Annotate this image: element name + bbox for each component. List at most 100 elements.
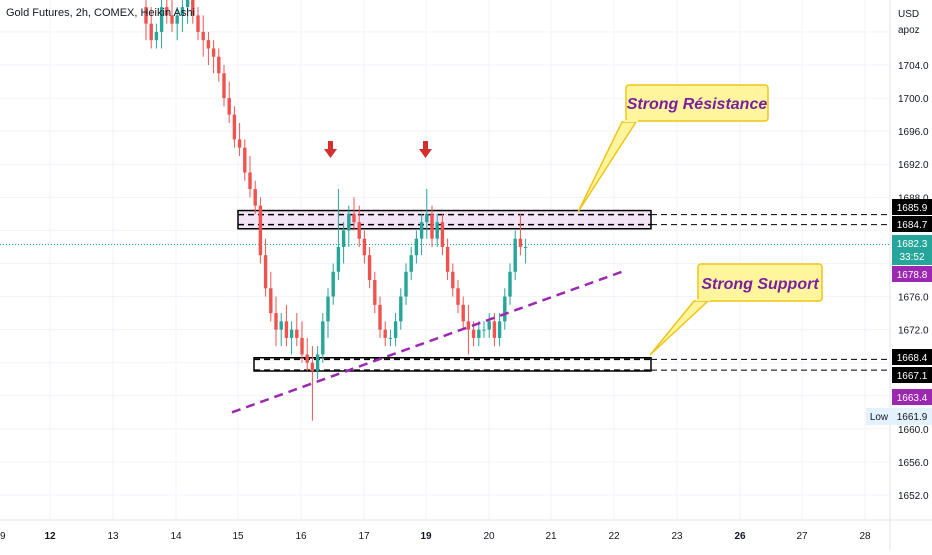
candle	[373, 271, 377, 314]
candle	[466, 304, 471, 355]
time-tick-label: 16	[295, 531, 307, 542]
candle	[414, 230, 419, 264]
candle	[451, 263, 455, 297]
candle	[513, 230, 517, 281]
candle	[331, 263, 335, 305]
candle	[232, 106, 237, 148]
time-tick-label: 22	[608, 531, 620, 542]
low-tag-text: Low	[870, 412, 889, 423]
candle	[461, 296, 465, 330]
candle	[399, 288, 403, 330]
candle	[440, 213, 445, 256]
candle	[310, 346, 315, 421]
time-tick-label: 28	[859, 531, 871, 542]
candle	[497, 313, 502, 347]
low-price-badge: Low 1661.9	[866, 408, 932, 425]
price-label-support-bottom: 1667.1	[892, 367, 932, 383]
candle	[222, 65, 226, 107]
currency-label[interactable]: USD	[898, 9, 919, 20]
candle	[305, 337, 309, 371]
price-label-text: 1667.1	[897, 371, 928, 382]
bar-countdown-text: 33:52	[899, 252, 924, 263]
candle	[180, 0, 185, 32]
candle	[289, 321, 294, 355]
price-label-text: 1685.9	[897, 203, 928, 214]
candle	[409, 246, 413, 281]
candle	[518, 213, 523, 256]
time-axis[interactable]: 12 13 14 15 16 17 19 20 21 22 23 26 27 28 29	[0, 531, 871, 542]
candle	[362, 230, 367, 264]
candle	[357, 205, 361, 247]
support-callout-text: Strong Support	[701, 276, 819, 293]
candle	[243, 139, 247, 181]
time-tick-label: 27	[796, 531, 808, 542]
time-tick-label: 17	[358, 531, 370, 542]
candle	[227, 81, 231, 123]
resistance-callout[interactable]: Strong Résistance	[577, 84, 769, 213]
price-label-purple-upper: 1678.8	[892, 266, 932, 282]
time-tick-label: 29	[0, 531, 6, 542]
price-tick-label: 1656.0	[898, 458, 929, 469]
price-label-support-top: 1668.4	[892, 349, 932, 365]
price-tick-label: 1652.0	[898, 491, 929, 502]
support-zone[interactable]	[253, 357, 652, 372]
candle	[487, 313, 491, 338]
candle	[191, 0, 195, 24]
low-value-text: 1661.9	[897, 412, 928, 423]
price-tick-label: 1700.0	[898, 94, 929, 105]
candle	[393, 313, 398, 347]
down-arrow-icon	[419, 141, 432, 158]
candle	[341, 222, 346, 264]
time-tick-label: 15	[232, 531, 244, 542]
last-price-badge: 1682.3 33:52	[892, 235, 932, 265]
candle	[258, 197, 263, 264]
candle	[217, 48, 221, 82]
candle	[175, 7, 179, 41]
candle	[154, 23, 159, 49]
price-label-text: 1663.4	[897, 393, 928, 404]
time-tick-label: 20	[483, 531, 495, 542]
candle	[185, 0, 190, 24]
candle	[347, 205, 351, 247]
price-tick-label: 1688.0	[898, 193, 929, 204]
ascending-trendline[interactable]	[231, 270, 623, 414]
candle	[445, 238, 450, 281]
candle	[367, 246, 372, 289]
candle	[206, 31, 211, 65]
support-callout[interactable]: Strong Support	[649, 263, 823, 356]
candle	[284, 304, 289, 347]
last-price-text: 1682.3	[897, 239, 928, 250]
price-axis[interactable]: USD apoz 1704.01700.01696.01692.01688.01…	[898, 9, 929, 502]
price-label-text: 1678.8	[897, 270, 928, 281]
symbol-title[interactable]: Gold Futures, 2h, COMEX, Heikin Ashi	[6, 7, 195, 19]
candle	[378, 296, 382, 338]
resistance-callout-text: Strong Résistance	[627, 96, 768, 113]
zone-extension-lines	[238, 213, 890, 371]
time-tick-label: 12	[44, 531, 56, 542]
price-label-text: 1668.4	[897, 353, 928, 364]
candle	[388, 329, 393, 347]
time-tick-label: 19	[420, 531, 432, 542]
candle	[315, 346, 320, 380]
candle	[274, 296, 278, 347]
candle	[279, 313, 283, 347]
time-tick-label: 26	[734, 531, 746, 542]
candle	[383, 321, 387, 347]
price-label-purple-lower: 1663.4	[892, 389, 932, 405]
candle	[352, 197, 356, 231]
candle	[165, 0, 169, 24]
candle	[248, 155, 252, 198]
price-tick-label: 1696.0	[898, 127, 929, 138]
candle	[508, 263, 512, 305]
price-label-resistance-bottom: 1684.7	[892, 216, 932, 232]
price-tick-label: 1692.0	[898, 160, 929, 171]
candle	[456, 280, 460, 314]
candle	[144, 0, 148, 41]
candle	[295, 313, 299, 347]
resistance-zone[interactable]	[237, 209, 652, 230]
candle	[263, 238, 268, 297]
scale-mode-label[interactable]: apoz	[898, 25, 920, 36]
